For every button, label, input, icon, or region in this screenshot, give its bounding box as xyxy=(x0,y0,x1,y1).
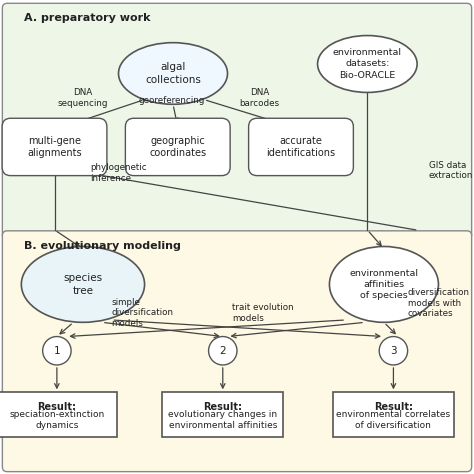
Text: DNA
barcodes: DNA barcodes xyxy=(240,89,280,108)
FancyBboxPatch shape xyxy=(2,3,472,239)
Text: GIS data
extraction: GIS data extraction xyxy=(429,161,474,180)
Text: evolutionary changes in
environmental affinities: evolutionary changes in environmental af… xyxy=(168,410,277,430)
Ellipse shape xyxy=(21,246,145,322)
Text: environmental
datasets:
Bio-ORACLE: environmental datasets: Bio-ORACLE xyxy=(333,48,402,80)
Text: geographic
coordinates: geographic coordinates xyxy=(149,136,206,158)
Text: species
tree: species tree xyxy=(64,273,102,296)
FancyBboxPatch shape xyxy=(2,231,472,472)
Text: 1: 1 xyxy=(54,346,60,356)
Text: 2: 2 xyxy=(219,346,226,356)
Text: simple
diversification
models: simple diversification models xyxy=(111,298,173,328)
Circle shape xyxy=(379,337,408,365)
Text: multi-gene
alignments: multi-gene alignments xyxy=(27,136,82,158)
Circle shape xyxy=(43,337,71,365)
Text: phylogenetic
inference: phylogenetic inference xyxy=(90,164,146,182)
FancyBboxPatch shape xyxy=(125,118,230,176)
Text: Result:: Result: xyxy=(374,401,413,411)
Text: environmental correlates
of diversification: environmental correlates of diversificat… xyxy=(337,410,450,430)
FancyBboxPatch shape xyxy=(2,118,107,176)
Ellipse shape xyxy=(329,246,438,322)
Text: B. evolutionary modeling: B. evolutionary modeling xyxy=(24,241,181,251)
Text: A. preparatory work: A. preparatory work xyxy=(24,13,150,23)
Bar xyxy=(333,392,454,437)
FancyBboxPatch shape xyxy=(248,118,353,176)
Text: Result:: Result: xyxy=(203,401,242,411)
Ellipse shape xyxy=(318,36,417,92)
Circle shape xyxy=(209,337,237,365)
Text: speciation-extinction
dynamics: speciation-extinction dynamics xyxy=(9,410,104,430)
Text: DNA
sequencing: DNA sequencing xyxy=(58,89,108,108)
Ellipse shape xyxy=(118,43,228,104)
Text: diversification
models with
covariates: diversification models with covariates xyxy=(408,289,470,318)
Text: trait evolution
models: trait evolution models xyxy=(232,303,294,322)
Text: Result:: Result: xyxy=(37,401,76,411)
Text: accurate
identifications: accurate identifications xyxy=(266,136,336,158)
Bar xyxy=(0,392,117,437)
Text: environmental
affinities
of species: environmental affinities of species xyxy=(349,269,419,300)
Text: algal
collections: algal collections xyxy=(145,62,201,85)
Text: 3: 3 xyxy=(390,346,397,356)
Text: georeferencing: georeferencing xyxy=(138,97,205,105)
Bar xyxy=(162,392,283,437)
